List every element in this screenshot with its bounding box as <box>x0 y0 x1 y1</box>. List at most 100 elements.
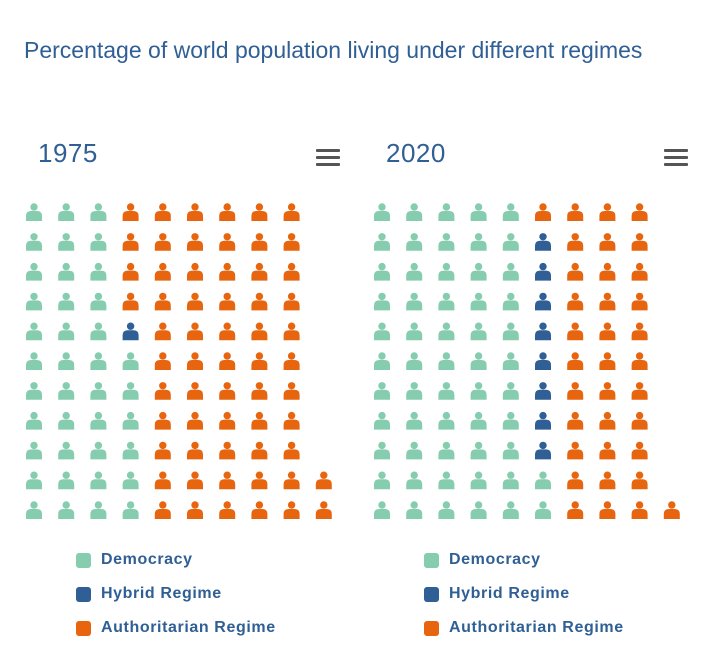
person-icon-authoritarian <box>567 233 584 251</box>
person-icon-democracy <box>470 233 487 251</box>
person-icon-democracy <box>58 203 75 221</box>
person-icon-hybrid <box>535 322 551 341</box>
person-icon-authoritarian <box>283 441 300 460</box>
person-icon-authoritarian <box>599 471 616 490</box>
person-icon-democracy <box>438 382 455 400</box>
person-icon-democracy <box>502 441 519 460</box>
person-icon-authoritarian <box>219 292 236 311</box>
legend-item-hybrid-regime[interactable]: Hybrid Regime <box>424 577 624 611</box>
person-icon-authoritarian <box>187 233 203 251</box>
legend-item-authoritarian-regime[interactable]: Authoritarian Regime <box>424 611 624 645</box>
person-icon-authoritarian <box>283 233 300 251</box>
person-icon-democracy <box>406 262 423 281</box>
person-icon-democracy <box>26 441 42 460</box>
person-icon-authoritarian <box>154 471 171 490</box>
person-icon-democracy <box>374 471 390 490</box>
waffle-chart-2020 <box>374 203 680 519</box>
person-icon-authoritarian <box>631 233 648 251</box>
person-icon-democracy <box>58 262 75 281</box>
person-icon-authoritarian <box>187 501 203 519</box>
legend-item-hybrid-regime[interactable]: Hybrid Regime <box>76 577 276 611</box>
person-icon-authoritarian <box>631 501 648 519</box>
person-icon-democracy <box>90 322 107 341</box>
person-icon-democracy <box>470 382 487 400</box>
person-icon-democracy <box>374 411 390 430</box>
person-icon-democracy <box>26 382 42 400</box>
person-icon-democracy <box>122 352 139 370</box>
person-icon-authoritarian <box>219 471 236 490</box>
person-icon-democracy <box>470 292 487 311</box>
legend-item-authoritarian-regime[interactable]: Authoritarian Regime <box>76 611 276 645</box>
person-icon-democracy <box>406 322 423 341</box>
person-icon-authoritarian <box>283 292 300 311</box>
person-icon-authoritarian <box>283 382 300 400</box>
person-icon-authoritarian <box>599 203 616 221</box>
person-icon-authoritarian <box>567 292 584 311</box>
person-icon-democracy <box>374 352 390 370</box>
person-icon-authoritarian <box>122 233 139 251</box>
person-icon-democracy <box>502 292 519 311</box>
person-icon-authoritarian <box>599 382 616 400</box>
person-icon-democracy <box>438 471 455 490</box>
waffle-chart-1975 <box>26 203 332 519</box>
legend-item-democracy[interactable]: Democracy <box>76 543 276 577</box>
person-icon-authoritarian <box>219 322 236 341</box>
person-icon-democracy <box>374 382 390 400</box>
person-icon-democracy <box>438 203 455 221</box>
person-icon-authoritarian <box>219 411 236 430</box>
person-icon-democracy <box>470 322 487 341</box>
person-icon-authoritarian <box>535 203 551 221</box>
person-icon-democracy <box>438 411 455 430</box>
person-icon-democracy <box>26 411 42 430</box>
person-icon-authoritarian <box>219 233 236 251</box>
person-icon-democracy <box>374 262 390 281</box>
person-icon-democracy <box>58 441 75 460</box>
legend-swatch-democracy <box>76 552 91 568</box>
person-icon-authoritarian <box>187 411 203 430</box>
person-icon-democracy <box>438 262 455 281</box>
person-icon-authoritarian <box>631 441 648 460</box>
person-icon-democracy <box>122 471 139 490</box>
person-icon-authoritarian <box>187 382 203 400</box>
person-icon-democracy <box>438 441 455 460</box>
person-icon-authoritarian <box>251 203 268 221</box>
person-icon-democracy <box>406 441 423 460</box>
person-icon-democracy <box>374 322 390 341</box>
person-icon-democracy <box>90 203 107 221</box>
person-icon-democracy <box>374 292 390 311</box>
person-icon-authoritarian <box>567 382 584 400</box>
person-icon-democracy <box>58 382 75 400</box>
legend-label: Authoritarian Regime <box>449 619 624 636</box>
person-icon-authoritarian <box>599 233 616 251</box>
person-icon-authoritarian <box>283 501 300 519</box>
person-icon-authoritarian <box>567 471 584 490</box>
person-icon-authoritarian <box>567 262 584 281</box>
person-icon-authoritarian <box>631 292 648 311</box>
person-icon-democracy <box>502 411 519 430</box>
legend-label: Hybrid Regime <box>449 585 570 602</box>
person-icon-democracy <box>470 203 487 221</box>
person-icon-democracy <box>406 203 423 221</box>
person-icon-democracy <box>470 441 487 460</box>
person-icon-democracy <box>406 292 423 311</box>
person-icon-authoritarian <box>567 203 584 221</box>
person-icon-democracy <box>502 262 519 281</box>
person-icon-democracy <box>406 233 423 251</box>
legend-label: Authoritarian Regime <box>101 619 276 636</box>
hamburger-menu-icon[interactable] <box>664 149 688 167</box>
person-icon-democracy <box>470 411 487 430</box>
person-icon-authoritarian <box>251 501 268 519</box>
person-icon-authoritarian <box>251 292 268 311</box>
person-icon-authoritarian <box>567 352 584 370</box>
legend-item-democracy[interactable]: Democracy <box>424 543 624 577</box>
person-icon-authoritarian <box>154 411 171 430</box>
hamburger-menu-icon[interactable] <box>316 149 340 167</box>
person-icon-authoritarian <box>251 262 268 281</box>
person-icon-democracy <box>502 471 519 490</box>
person-icon-authoritarian <box>283 411 300 430</box>
person-icon-authoritarian <box>187 441 203 460</box>
person-icon-authoritarian <box>187 292 203 311</box>
person-icon-democracy <box>26 471 42 490</box>
person-icon-authoritarian <box>663 501 680 519</box>
person-icon-democracy <box>438 501 455 519</box>
